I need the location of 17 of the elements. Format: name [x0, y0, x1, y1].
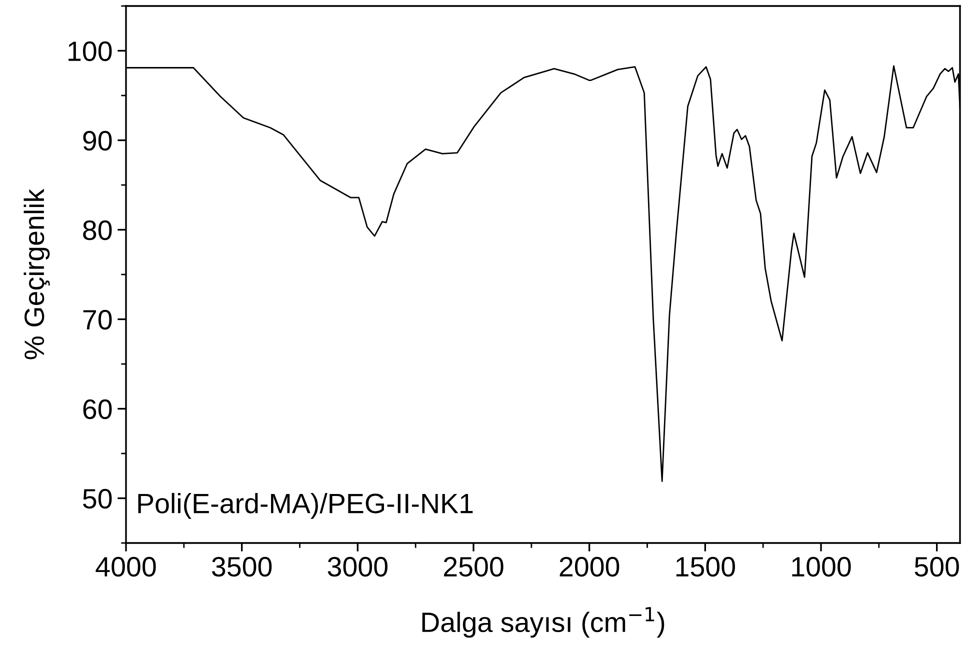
y-axis-title: % Geçirgenlik	[24, 188, 50, 360]
y-tick-label: 100	[68, 41, 112, 62]
y-tick-label: 60	[83, 399, 112, 420]
annotation: Poli(E-ard-MA)/PEG-II-NK1	[138, 492, 473, 519]
x-tick-label: 2000	[560, 556, 620, 577]
x-axis-title: Dalga sayısı (cm$^{−1}$)	[422, 607, 664, 638]
y-tick-label: 70	[83, 310, 112, 330]
x-tick-label: 4000	[96, 556, 156, 577]
x-tick-label: 1500	[676, 556, 735, 577]
x-tick-label: 1000	[792, 556, 851, 577]
x-tick-label: 500	[914, 556, 959, 577]
y-tick-label: 90	[83, 130, 112, 151]
y-tick-label: 50	[83, 488, 112, 509]
x-tick-label: 3500	[212, 556, 272, 577]
y-tick-label: 80	[83, 220, 112, 240]
x-tick-label: 3000	[328, 556, 388, 577]
x-tick-label: 2500	[444, 556, 504, 577]
